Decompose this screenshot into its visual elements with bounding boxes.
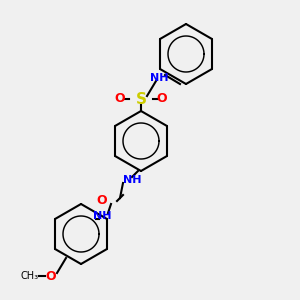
Text: NH: NH xyxy=(123,175,141,185)
Text: S: S xyxy=(136,92,146,106)
Text: O: O xyxy=(46,269,56,283)
Text: O: O xyxy=(157,92,167,106)
Text: O: O xyxy=(115,92,125,106)
Text: CH₃: CH₃ xyxy=(21,271,39,281)
Text: O: O xyxy=(97,194,107,208)
Text: NH: NH xyxy=(93,211,111,221)
Text: NH: NH xyxy=(150,73,168,83)
